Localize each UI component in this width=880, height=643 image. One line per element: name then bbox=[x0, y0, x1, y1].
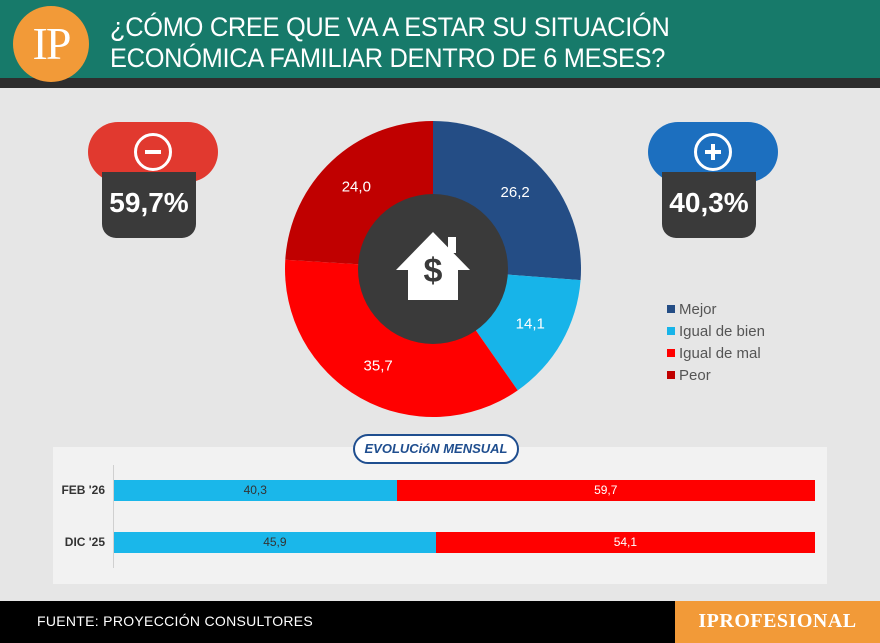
legend: Mejor Igual de bien Igual de mal Peor bbox=[667, 298, 765, 386]
logo-text: IP bbox=[32, 18, 72, 69]
bar-axis bbox=[113, 465, 114, 568]
brand-logo: IPROFESIONAL bbox=[698, 610, 857, 632]
legend-swatch bbox=[667, 371, 675, 379]
bar-category-label: DIC '25 bbox=[64, 535, 105, 549]
monthly-evolution-title: EVOLUCióN MENSUAL bbox=[353, 434, 519, 464]
pie-slice-igual-de-mal bbox=[285, 259, 518, 417]
pie-data-label: 26,2 bbox=[501, 184, 530, 201]
legend-item: Igual de mal bbox=[667, 342, 765, 364]
logo-badge bbox=[13, 6, 89, 82]
legend-label: Peor bbox=[679, 366, 711, 384]
page-title-line-2: ECONÓMICA FAMILIAR DENTRO DE 6 MESES? bbox=[110, 43, 666, 73]
bar-segment-negativo: 59,7 bbox=[396, 480, 815, 501]
legend-item: Peor bbox=[667, 364, 765, 386]
house-dollar-icon: $ bbox=[396, 232, 470, 300]
pie-chart: $ 26,2 14,1 35,7 24,0 bbox=[285, 121, 581, 417]
legend-item: Mejor bbox=[667, 298, 765, 320]
pie-data-label: 14,1 bbox=[516, 315, 545, 332]
svg-text:$: $ bbox=[424, 252, 443, 290]
source-text: FUENTE: PROYECCIÓN CONSULTORES bbox=[37, 613, 314, 629]
legend-item: Igual de bien bbox=[667, 320, 765, 342]
pie-data-label: 35,7 bbox=[364, 358, 393, 375]
legend-swatch bbox=[667, 305, 675, 313]
monthly-evolution-panel bbox=[53, 447, 827, 584]
bar-category-label: FEB '26 bbox=[61, 483, 105, 497]
brand-box bbox=[675, 601, 880, 643]
bar-segment-negativo: 54,1 bbox=[435, 532, 815, 553]
header bbox=[0, 0, 880, 88]
header-band bbox=[0, 0, 880, 78]
pie-data-label: 24,0 bbox=[342, 178, 371, 195]
bar-segment-positivo: 45,9 bbox=[114, 532, 436, 553]
legend-swatch bbox=[667, 349, 675, 357]
negative-percentage: 59,7% bbox=[102, 172, 196, 238]
positive-percentage: 40,3% bbox=[662, 172, 756, 238]
legend-label: Mejor bbox=[679, 300, 717, 318]
minus-icon bbox=[134, 133, 172, 171]
legend-label: Igual de mal bbox=[679, 344, 761, 362]
page-title-line-1: ¿CÓMO CREE QUE VA A ESTAR SU SITUACIÓN bbox=[110, 12, 670, 42]
legend-label: Igual de bien bbox=[679, 322, 765, 340]
legend-swatch bbox=[667, 327, 675, 335]
bar-segment-positivo: 40,3 bbox=[114, 480, 397, 501]
plus-icon bbox=[694, 133, 732, 171]
